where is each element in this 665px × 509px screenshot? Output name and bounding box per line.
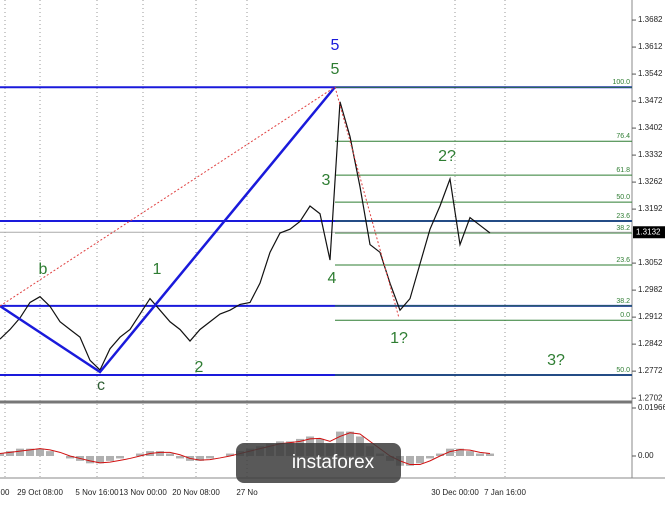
wave-label: 2 — [195, 359, 204, 376]
histogram-bar — [16, 448, 24, 456]
y-tick-label: 1.3052 — [638, 258, 663, 267]
wave-line — [0, 86, 336, 374]
wave-label: 4 — [328, 270, 337, 287]
x-tick-label: 30 Dec 00:00 — [431, 488, 479, 497]
histogram-bar — [436, 453, 444, 456]
histogram-bar — [426, 455, 434, 459]
y-tick-label: 1.3402 — [638, 123, 663, 132]
fib-label: 38.2 — [616, 298, 630, 305]
histogram-bar — [86, 455, 94, 464]
histogram-bar — [106, 455, 114, 461]
y-tick-label: 1.3192 — [638, 204, 663, 213]
x-tick-label: 27 No — [236, 488, 258, 497]
x-tick-label: 00 — [1, 488, 10, 497]
histogram-bar — [0, 453, 4, 456]
wave-label: 1 — [153, 261, 162, 278]
histogram-bar — [176, 455, 184, 459]
y-tick-label: 1.3262 — [638, 177, 663, 186]
histogram-bar — [456, 448, 464, 456]
histogram-bar — [96, 455, 104, 464]
logo-text: instaforex — [292, 452, 375, 473]
fib-label: 0.0 — [620, 312, 630, 319]
histogram-bar — [226, 453, 234, 456]
histogram-bar — [446, 448, 454, 456]
fib-label: 100.0 — [612, 79, 630, 86]
histogram-bar — [36, 448, 44, 456]
price-line — [0, 101, 491, 371]
wave-label: c — [97, 377, 105, 394]
fib-label: 38.2 — [616, 225, 630, 232]
histogram-bar — [476, 453, 484, 456]
y-tick-label: 1.2982 — [638, 285, 663, 294]
y-tick-label: 1.3682 — [638, 15, 663, 24]
histogram-bar — [156, 451, 164, 456]
y-tick-label: 0.01966 — [638, 403, 665, 412]
y-tick-label: 1.3332 — [638, 150, 663, 159]
wave-label: 3? — [547, 352, 565, 369]
fib-label: 76.4 — [616, 133, 630, 140]
logo-box — [236, 443, 401, 483]
histogram-bar — [46, 451, 54, 456]
histogram-bar — [166, 453, 174, 456]
histogram-bar — [206, 455, 214, 459]
histogram-bar — [136, 453, 144, 456]
y-tick-label: 1.3612 — [638, 42, 663, 51]
wave-label: 5 — [331, 37, 340, 54]
trend-line — [0, 86, 336, 307]
x-tick-label: 20 Nov 08:00 — [172, 488, 220, 497]
histogram-bar — [486, 453, 494, 456]
y-tick-label: 1.2772 — [638, 366, 663, 375]
y-tick-label: 1.2702 — [638, 393, 663, 402]
x-tick-label: 13 Nov 00:00 — [119, 488, 167, 497]
histogram-bar — [26, 448, 34, 456]
fib-label: 50.0 — [616, 194, 630, 201]
histogram-bar — [66, 455, 74, 459]
y-tick-label: 0.00 — [638, 451, 654, 460]
x-tick-label: 7 Jan 16:00 — [484, 488, 526, 497]
histogram-bar — [416, 455, 424, 464]
histogram-bar — [406, 455, 414, 466]
wave-label: 1? — [390, 330, 408, 347]
price-box — [633, 226, 665, 239]
y-tick-label: 1.3472 — [638, 96, 663, 105]
y-tick-label: 1.2842 — [638, 339, 663, 348]
wave-label: b — [39, 261, 48, 278]
wave-label: 5 — [331, 61, 340, 78]
histogram-bar — [466, 451, 474, 456]
price-label: 1.3132 — [636, 227, 661, 236]
y-tick-label: 1.3542 — [638, 69, 663, 78]
wave-label: 3 — [322, 172, 331, 189]
histogram-bar — [196, 455, 204, 461]
x-tick-label: 5 Nov 16:00 — [75, 488, 119, 497]
fib-label: 23.6 — [616, 213, 630, 220]
fib-label: 50.0 — [616, 367, 630, 374]
y-tick-label: 1.2912 — [638, 312, 663, 321]
fib-label: 23.6 — [616, 257, 630, 264]
histogram-bar — [6, 451, 14, 456]
histogram-bar — [116, 455, 124, 459]
wave-label: 2? — [438, 148, 456, 165]
fib-label: 61.8 — [616, 167, 630, 174]
x-tick-label: 29 Oct 08:00 — [17, 488, 63, 497]
